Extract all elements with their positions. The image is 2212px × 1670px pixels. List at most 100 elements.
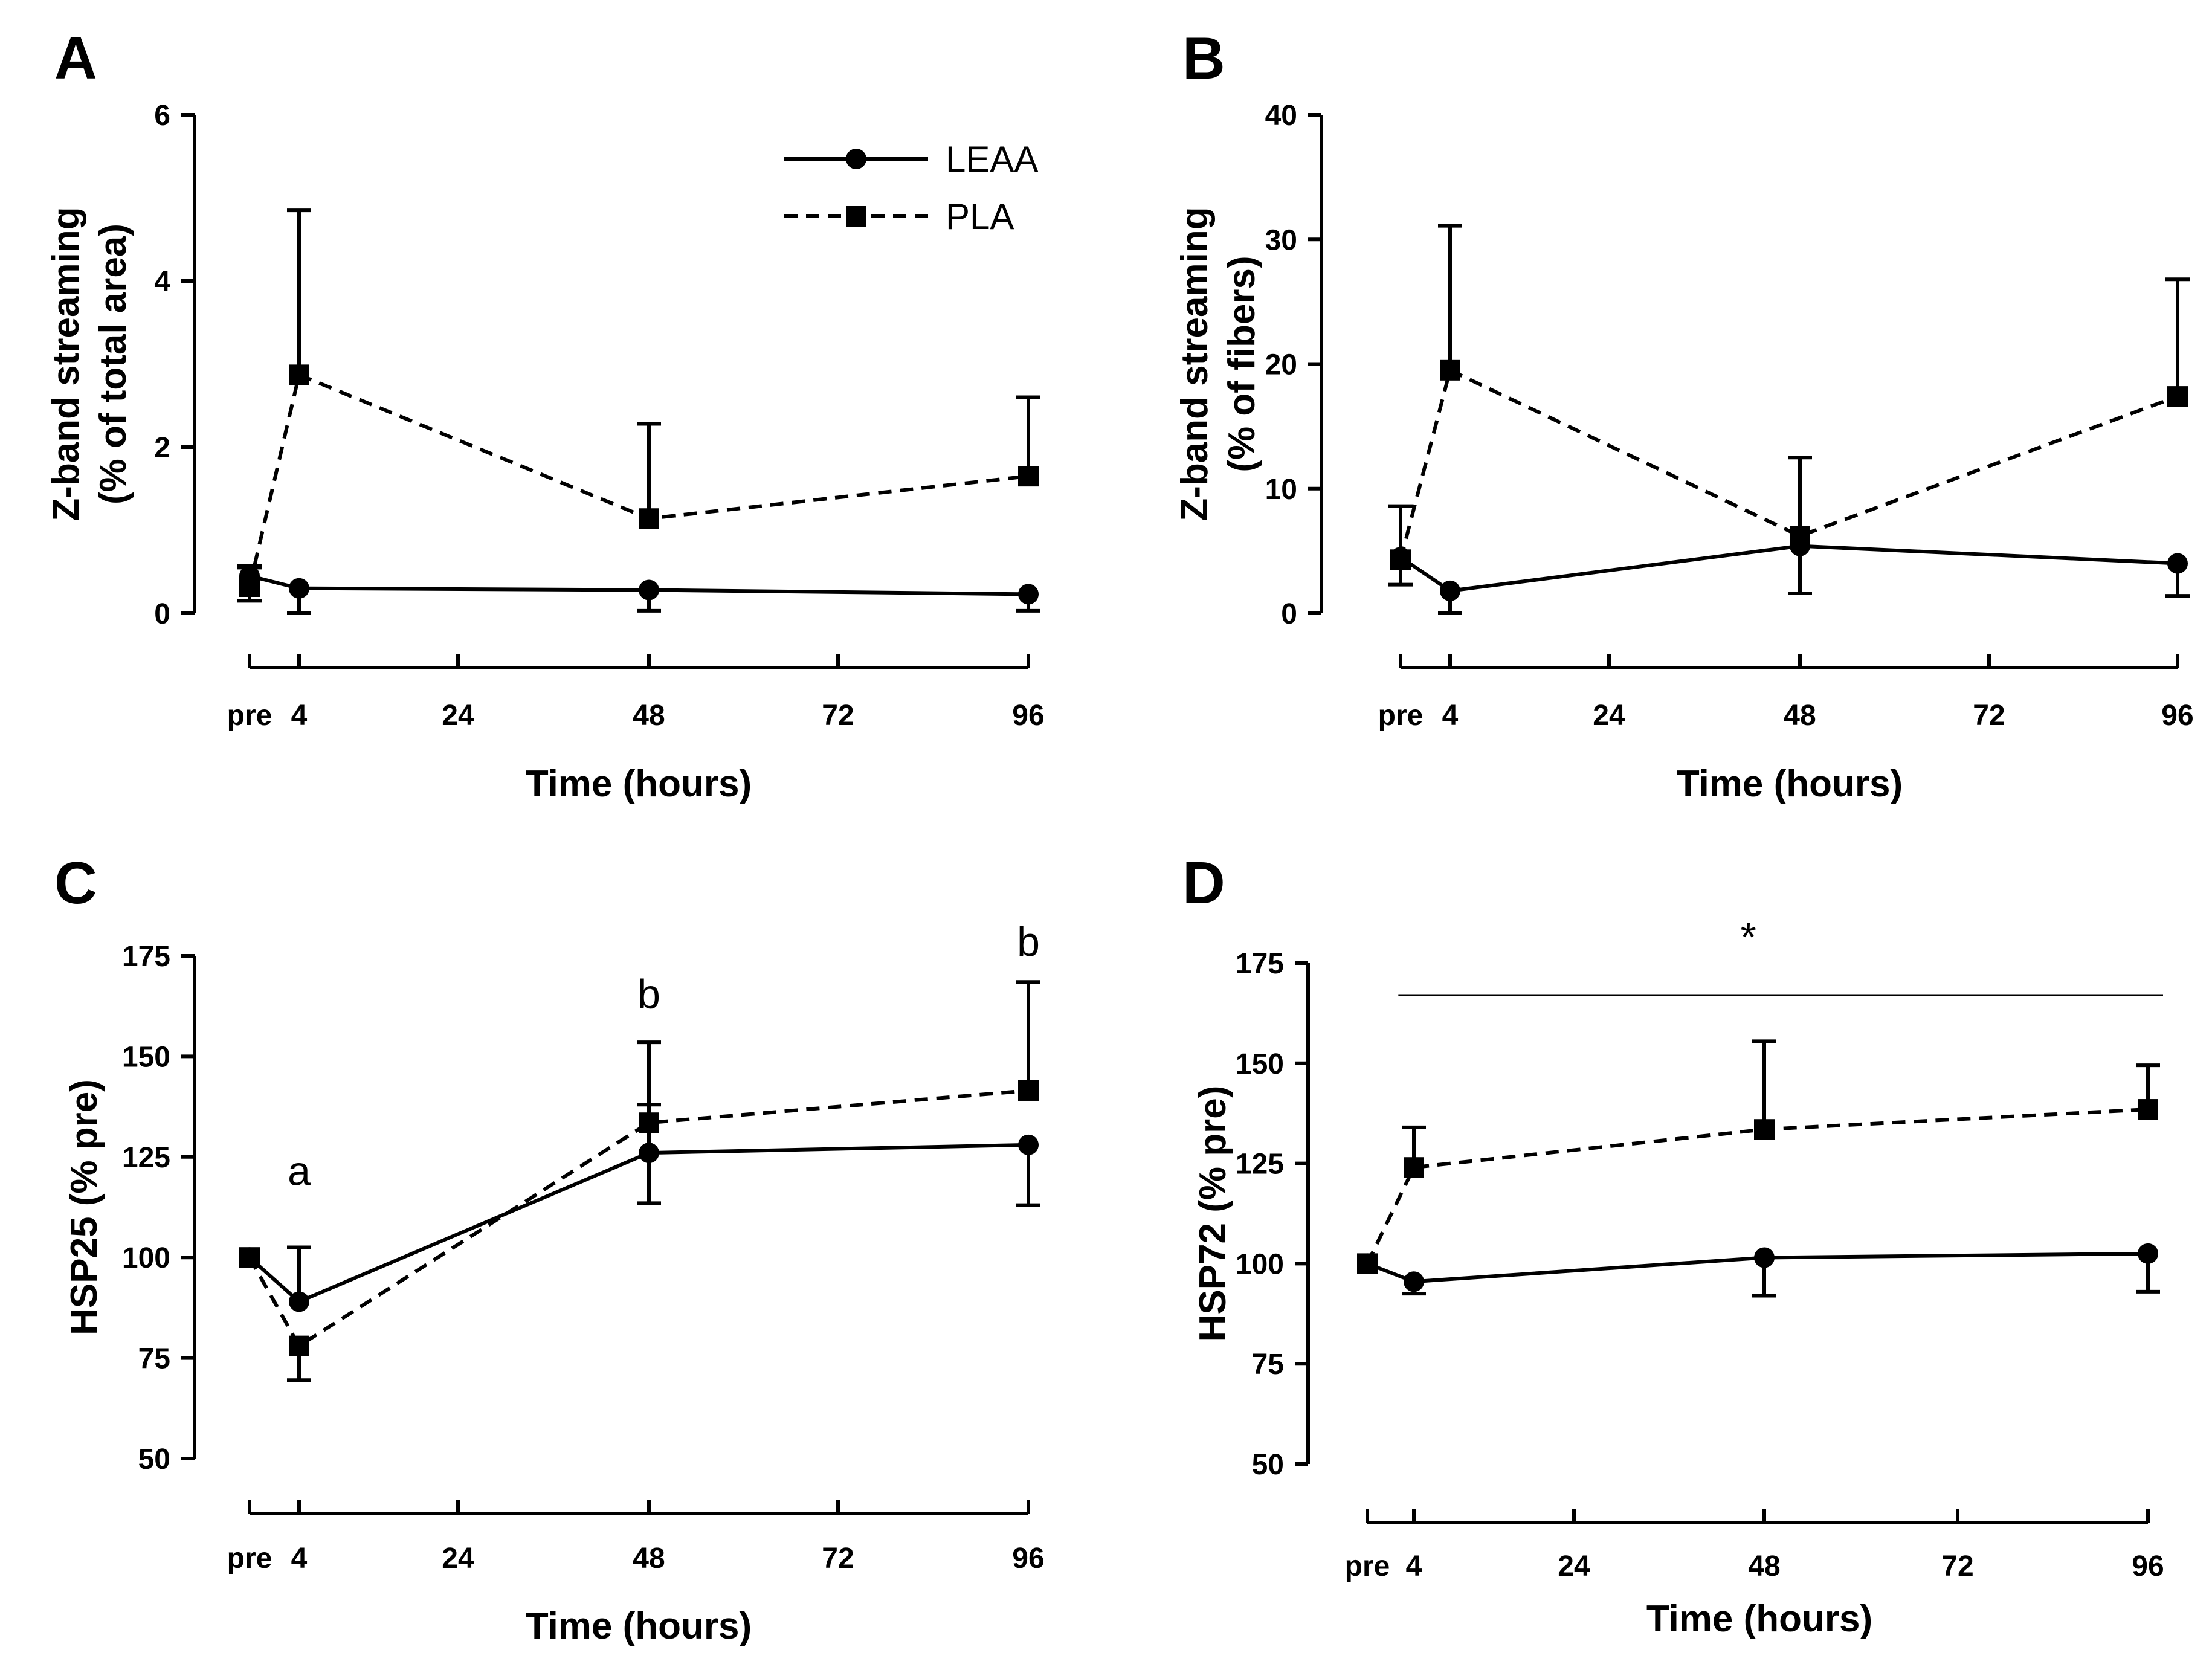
series-line-pla <box>1366 1107 2149 1265</box>
x-tick-label: pre <box>1378 700 1424 732</box>
panel-letter: B <box>1182 25 1225 91</box>
y-axis-title-line1: Z-band streaming <box>45 207 87 521</box>
y-axis-title: HSP72 (% pre) <box>1192 1086 1234 1342</box>
legend-label: PLA <box>946 196 1014 237</box>
x-tick-label: 24 <box>442 700 474 732</box>
y-tick-label: 50 <box>138 1443 170 1475</box>
x-tick-label: 4 <box>1442 700 1459 732</box>
panel-d: D 50 75 100 125 150 175 pre 4 24 48 72 96 Time (hours… <box>1182 850 2164 1640</box>
y-tick-label: 150 <box>1236 1048 1284 1080</box>
data-point-pla <box>639 508 659 529</box>
panel-letter: C <box>54 850 97 916</box>
x-tick-label: pre <box>227 1543 272 1575</box>
data-point-leaa <box>2167 553 2188 574</box>
y-tick-label: 6 <box>154 100 170 132</box>
series-pla <box>237 208 1040 597</box>
data-point-pla <box>1018 466 1039 487</box>
data-point-pla <box>239 1247 260 1268</box>
series-line-leaa <box>248 1143 1029 1304</box>
x-axis-title: Time (hours) <box>526 1605 752 1647</box>
panel-b: B 0 10 20 30 40 pre 4 24 48 72 96 Time (hours) Z-band… <box>1174 25 2194 805</box>
x-tick-label: 48 <box>633 1543 665 1575</box>
x-tick-label: 72 <box>822 700 854 732</box>
data-point-pla <box>1440 359 1460 381</box>
x-tick-label: 96 <box>2161 700 2193 732</box>
y-tick-label: 150 <box>122 1041 170 1073</box>
x-tick-label: 96 <box>1012 700 1044 732</box>
data-point-leaa <box>289 578 309 599</box>
data-point-pla <box>239 576 260 597</box>
x-tick-label: 4 <box>291 1543 308 1575</box>
data-point-pla <box>2138 1099 2158 1120</box>
y-axis-title-line1: Z-band streaming <box>1174 207 1216 521</box>
series-pla <box>239 980 1040 1382</box>
data-point-pla <box>2167 386 2188 407</box>
y-tick-label: 175 <box>1236 948 1284 980</box>
x-tick-label: 4 <box>291 700 308 732</box>
annotation-label: * <box>1741 914 1756 960</box>
series-line-pla <box>248 372 1029 587</box>
data-point-pla <box>1404 1157 1424 1178</box>
annotation-label: b <box>637 972 660 1017</box>
annotation-label: a <box>288 1148 311 1194</box>
data-point-leaa <box>639 579 659 601</box>
y-axis-title: HSP25 (% pre) <box>63 1079 105 1335</box>
x-tick-label: 72 <box>1973 700 2005 732</box>
x-axis-title: Time (hours) <box>1677 763 1903 805</box>
y-tick-label: 100 <box>122 1242 170 1274</box>
data-point-pla <box>1390 549 1411 570</box>
x-tick-label: 4 <box>1406 1550 1422 1582</box>
panel-letter: D <box>1182 850 1225 916</box>
x-tick-label: 24 <box>442 1543 474 1575</box>
y-tick-label: 30 <box>1265 224 1297 256</box>
x-tick-label: 48 <box>633 700 665 732</box>
data-point-leaa <box>289 1291 309 1312</box>
data-point-leaa <box>1754 1247 1775 1268</box>
x-tick-label: pre <box>1345 1550 1390 1582</box>
y-tick-label: 0 <box>1281 598 1297 630</box>
x-tick-label: 48 <box>1784 700 1816 732</box>
data-point-pla <box>289 364 309 385</box>
x-tick-label: 24 <box>1558 1550 1590 1582</box>
series-line-leaa <box>249 574 1029 596</box>
series-line-leaa <box>1399 544 2178 593</box>
data-point-pla <box>1018 1080 1039 1101</box>
data-point-pla <box>1357 1253 1378 1274</box>
y-tick-label: 20 <box>1265 349 1297 381</box>
series-leaa <box>237 566 1040 615</box>
x-tick-label: 72 <box>1941 1550 1973 1582</box>
data-point-pla <box>289 1335 309 1356</box>
legend: LEAA PLA <box>784 139 1038 237</box>
y-axis-title-line2: (% of total area) <box>92 224 134 505</box>
data-point-leaa <box>1404 1271 1424 1292</box>
x-tick-label: 96 <box>1012 1543 1044 1575</box>
data-point-pla <box>1754 1119 1775 1140</box>
panel-c: C 50 75 100 125 150 175 pre 4 24 48 72 96 Time (hours… <box>54 850 1045 1647</box>
y-tick-label: 2 <box>154 432 170 464</box>
panel-letter: A <box>54 25 97 91</box>
x-tick-label: pre <box>227 700 272 732</box>
y-tick-label: 100 <box>1236 1248 1284 1280</box>
series-pla <box>1388 224 2190 570</box>
y-tick-label: 125 <box>1236 1149 1284 1181</box>
y-tick-label: 175 <box>122 941 170 973</box>
y-tick-label: 10 <box>1265 474 1297 506</box>
y-tick-label: 75 <box>1252 1349 1284 1381</box>
data-point-leaa <box>2138 1243 2158 1264</box>
data-point-leaa <box>1440 580 1460 601</box>
series-line-pla <box>248 1088 1029 1349</box>
series-leaa <box>1357 1243 2160 1298</box>
x-tick-label: 72 <box>822 1543 854 1575</box>
legend-label: LEAA <box>946 139 1038 179</box>
series-line-pla <box>1399 367 2179 561</box>
annotation-label: b <box>1017 919 1040 965</box>
series-line-leaa <box>1366 1251 2149 1284</box>
legend-marker-pla <box>846 206 866 227</box>
legend-marker-leaa <box>846 149 866 169</box>
series-pla <box>1357 1039 2160 1274</box>
x-tick-label: 24 <box>1593 700 1625 732</box>
series-leaa <box>1388 535 2190 615</box>
data-point-pla <box>639 1112 659 1133</box>
